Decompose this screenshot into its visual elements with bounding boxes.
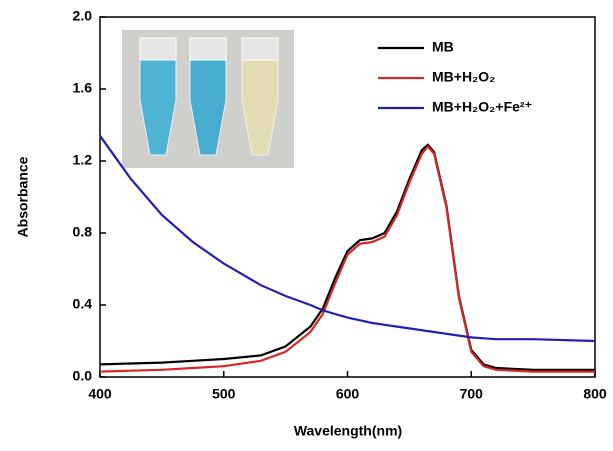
- y-tick-label: 2.0: [73, 8, 93, 24]
- legend-label: MB+H₂O₂: [432, 69, 495, 85]
- series-line: [99, 144, 595, 373]
- x-tick-label: 800: [583, 386, 607, 402]
- legend-label: MB: [432, 39, 454, 55]
- y-tick-label: 1.2: [73, 152, 93, 168]
- y-tick-label: 0.0: [73, 368, 93, 384]
- series-line: [99, 135, 596, 343]
- x-axis-label: Wavelength(nm): [294, 423, 402, 439]
- x-tick-label: 500: [212, 386, 236, 402]
- y-tick-label: 0.8: [73, 224, 93, 240]
- inset-photo: [122, 30, 294, 168]
- y-tick-label: 1.6: [73, 80, 93, 96]
- legend-label: MB+H₂O₂+Fe²⁺: [432, 99, 532, 115]
- y-axis-label: Absorbance: [15, 156, 31, 237]
- x-tick-label: 400: [88, 386, 112, 402]
- y-tick-label: 0.4: [73, 296, 93, 312]
- x-tick-label: 600: [336, 386, 360, 402]
- x-tick-label: 700: [460, 386, 484, 402]
